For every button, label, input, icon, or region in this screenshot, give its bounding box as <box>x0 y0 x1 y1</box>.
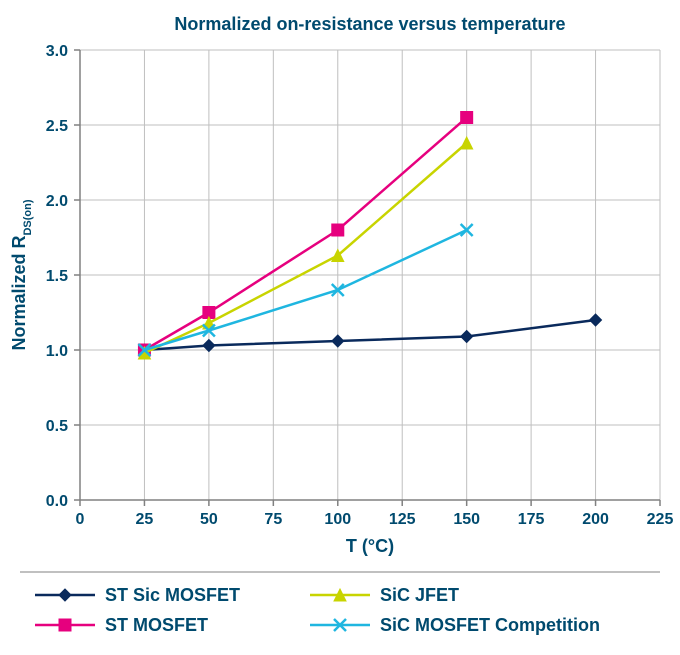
x-tick-label: 125 <box>389 511 416 528</box>
legend-label: ST Sic MOSFET <box>105 585 240 605</box>
legend-label: SiC MOSFET Competition <box>380 615 600 635</box>
x-tick-label: 150 <box>453 511 480 528</box>
y-tick-label: 1.0 <box>46 343 68 360</box>
legend-label: SiC JFET <box>380 585 459 605</box>
marker-diamond <box>461 331 473 343</box>
x-tick-label: 225 <box>647 511 674 528</box>
x-tick-label: 100 <box>324 511 351 528</box>
chart-svg: Normalized on-resistance versus temperat… <box>0 0 680 655</box>
legend-label: ST MOSFET <box>105 615 208 635</box>
legend-item: SiC MOSFET Competition <box>310 615 600 635</box>
marker-square <box>461 112 473 124</box>
x-axis-label: T (°C) <box>346 536 394 556</box>
series-line <box>144 118 466 351</box>
legend-item: ST Sic MOSFET <box>35 585 240 605</box>
series-st-mosfet <box>138 112 472 357</box>
x-tick-label: 75 <box>264 511 282 528</box>
marker-square <box>59 619 71 631</box>
y-tick-label: 0.0 <box>46 493 68 510</box>
x-tick-label: 175 <box>518 511 545 528</box>
marker-square <box>332 224 344 236</box>
chart-container: Normalized on-resistance versus temperat… <box>0 0 680 655</box>
legend-item: ST MOSFET <box>35 615 208 635</box>
y-tick-label: 3.0 <box>46 43 68 60</box>
x-tick-label: 50 <box>200 511 218 528</box>
y-axis-label: Normalized RDS(on) <box>9 199 34 350</box>
x-tick-label: 0 <box>76 511 85 528</box>
y-tick-label: 0.5 <box>46 418 68 435</box>
chart-title: Normalized on-resistance versus temperat… <box>174 14 565 34</box>
marker-diamond <box>59 589 71 601</box>
series-sic-mosfet-competition <box>138 224 472 356</box>
x-tick-label: 25 <box>136 511 154 528</box>
marker-diamond <box>590 314 602 326</box>
y-tick-label: 1.5 <box>46 268 68 285</box>
y-axis-label-group: Normalized RDS(on) <box>9 199 34 350</box>
series-line <box>144 230 466 350</box>
marker-triangle <box>461 137 473 149</box>
x-tick-label: 200 <box>582 511 609 528</box>
y-tick-label: 2.5 <box>46 118 68 135</box>
legend-item: SiC JFET <box>310 585 459 605</box>
y-tick-label: 2.0 <box>46 193 68 210</box>
marker-diamond <box>332 335 344 347</box>
